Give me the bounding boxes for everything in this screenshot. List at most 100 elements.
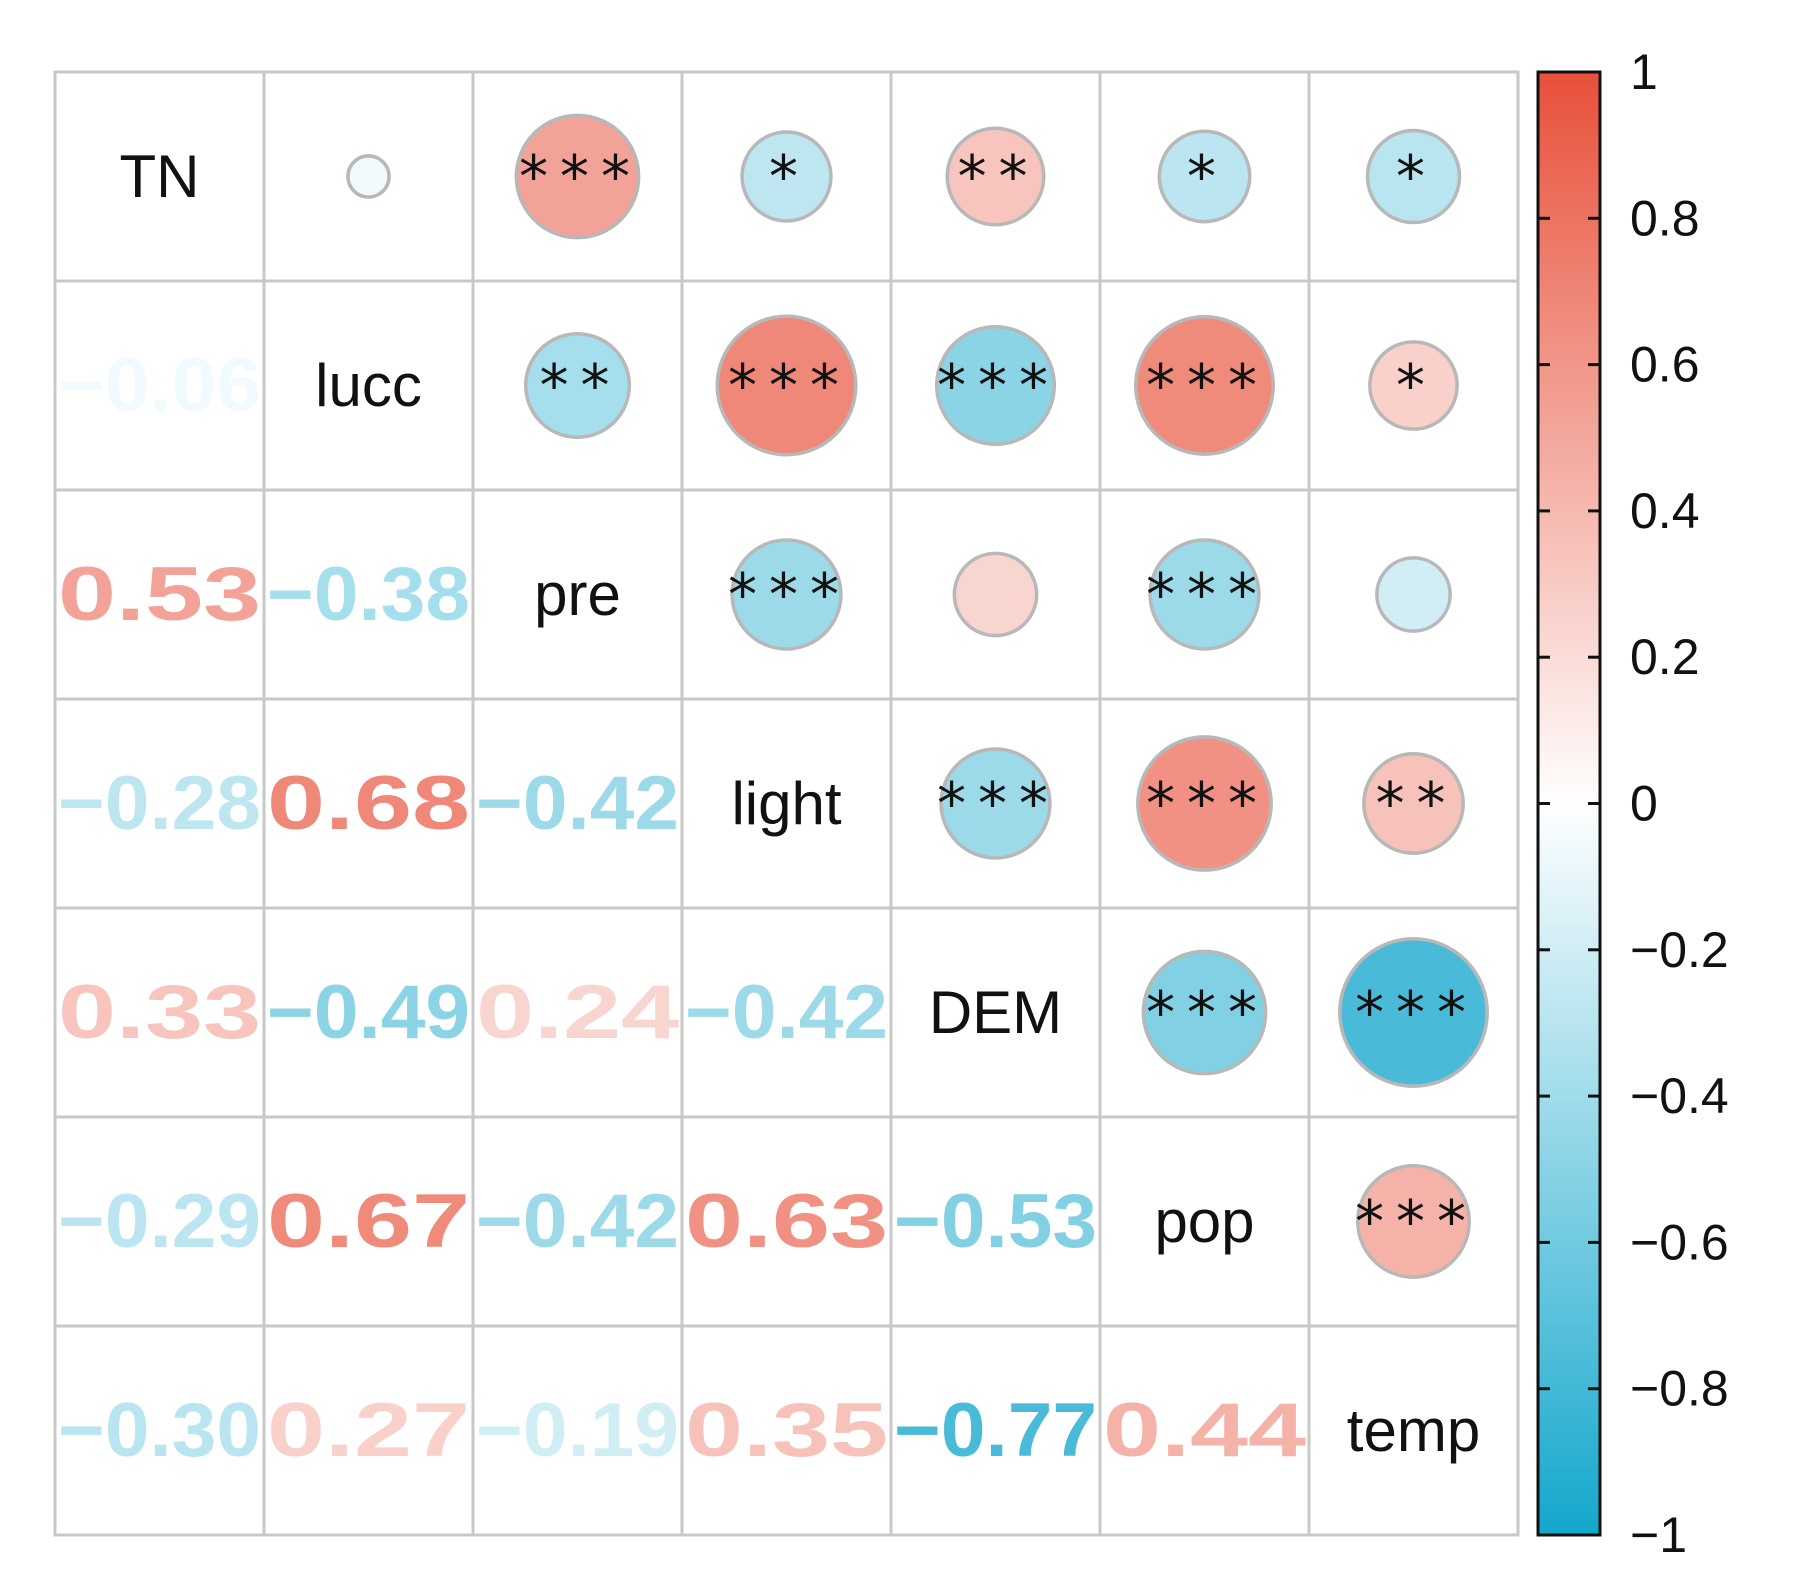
corr-value-temp-TN: −0.30 — [58, 1388, 261, 1473]
corr-circle-pre-light — [730, 538, 843, 651]
corr-circle-lucc-pop — [1133, 314, 1276, 457]
variable-label-DEM: DEM — [929, 979, 1062, 1046]
corr-circle-TN-light — [740, 130, 833, 223]
matrix-cell-temp-pre — [471, 1324, 684, 1537]
variable-label-lucc: lucc — [315, 352, 422, 419]
corr-value-pre-TN: 0.53 — [58, 552, 261, 637]
corr-value-light-TN: −0.28 — [58, 761, 261, 846]
corr-circle-DEM-pop — [1141, 949, 1268, 1076]
corr-circle-light-temp — [1362, 752, 1465, 855]
corr-circle-light-DEM — [939, 747, 1052, 860]
colorbar-tick-label: −1 — [1630, 1507, 1687, 1563]
significance-light-temp: ** — [1373, 770, 1455, 838]
corr-value-light-pre: −0.42 — [476, 761, 679, 846]
significance-DEM-pop: *** — [1143, 979, 1266, 1047]
corr-value-DEM-light: −0.42 — [685, 970, 888, 1055]
matrix-cell-pop-TN — [53, 1115, 266, 1328]
significance-lucc-pre: ** — [537, 352, 619, 420]
significance-lucc-pop: *** — [1143, 352, 1266, 420]
colorbar: 1 0.8 0.6 0.4 0.2 0 −0.2 −0.4 −0.6 −0.8 −1 — [1536, 44, 1729, 1563]
significance-light-pop: *** — [1143, 770, 1266, 838]
matrix-cell-light-TN — [53, 697, 266, 910]
corr-value-pop-light: 0.63 — [685, 1179, 888, 1264]
matrix-cell-temp-TN — [53, 1324, 266, 1537]
matrix-cell-light-light — [680, 697, 893, 910]
significance-TN-light: * — [766, 143, 807, 211]
corr-circle-lucc-temp — [1368, 340, 1459, 431]
corr-value-pop-lucc: 0.67 — [267, 1179, 470, 1264]
corr-value-DEM-lucc: −0.49 — [267, 970, 470, 1055]
matrix-cell-pop-DEM — [889, 1115, 1102, 1328]
corr-circle-lucc-DEM — [934, 324, 1057, 447]
matrix-cell-temp-DEM — [889, 1324, 1102, 1537]
corr-circle-light-pop — [1136, 735, 1273, 872]
corr-circle-lucc-light — [715, 314, 858, 457]
correlation-matrix: TN *** * ** * *−0.06 lucc ** *** *** *** *0.53 −0.38… — [53, 70, 1520, 1537]
colorbar-tick-label: −0.8 — [1630, 1361, 1729, 1417]
corr-circle-pre-temp — [1375, 556, 1452, 633]
corr-circle-lucc-pre — [523, 331, 632, 440]
matrix-cell-pop-pre — [471, 1115, 684, 1328]
significance-light-DEM: *** — [934, 770, 1057, 838]
matrix-cell-lucc-TN — [53, 279, 266, 492]
corr-value-pop-DEM: −0.53 — [894, 1179, 1097, 1264]
colorbar-tick-label: 0.6 — [1630, 337, 1700, 393]
corr-value-pre-lucc: −0.38 — [267, 552, 470, 637]
corr-value-temp-DEM: −0.77 — [894, 1388, 1097, 1473]
corr-circle-TN-temp — [1365, 128, 1462, 225]
significance-TN-temp: * — [1393, 143, 1434, 211]
significance-pre-pop: *** — [1143, 561, 1266, 629]
corr-value-pop-pre: −0.42 — [476, 1179, 679, 1264]
colorbar-tick-label: −0.6 — [1630, 1214, 1729, 1270]
corr-value-temp-lucc: 0.27 — [267, 1388, 470, 1473]
corr-value-temp-pop: 0.44 — [1103, 1388, 1306, 1473]
matrix-cell-pop-lucc — [262, 1115, 475, 1328]
significance-lucc-light: *** — [725, 352, 848, 420]
corr-circle-TN-lucc — [346, 154, 391, 199]
colorbar-tick-label: −0.2 — [1630, 922, 1729, 978]
matrix-cell-lucc-temp — [1307, 279, 1520, 492]
matrix-cell-DEM-TN — [53, 906, 266, 1119]
corr-circle-pre-DEM — [952, 551, 1039, 638]
matrix-cell-TN-TN — [53, 70, 266, 283]
corr-value-DEM-pre: 0.24 — [476, 970, 679, 1055]
variable-label-temp: temp — [1347, 1397, 1480, 1464]
significance-lucc-temp: * — [1393, 352, 1434, 420]
matrix-cell-pre-pre — [471, 488, 684, 701]
corr-value-lucc-TN: −0.06 — [58, 343, 261, 428]
matrix-cell-temp-temp — [1307, 1324, 1520, 1537]
corr-value-pop-TN: −0.29 — [58, 1179, 261, 1264]
significance-TN-DEM: ** — [955, 143, 1037, 211]
matrix-cell-temp-light — [680, 1324, 893, 1537]
colorbar-tick-label: 0.8 — [1630, 190, 1700, 246]
variable-label-light: light — [731, 770, 841, 837]
corr-circle-TN-DEM — [945, 126, 1046, 227]
corr-value-temp-pre: −0.19 — [476, 1388, 679, 1473]
variable-label-pre: pre — [534, 561, 621, 628]
corr-value-temp-light: 0.35 — [685, 1388, 888, 1473]
corr-value-light-lucc: 0.68 — [267, 761, 470, 846]
corr-value-DEM-TN: 0.33 — [58, 970, 261, 1055]
matrix-cell-DEM-pre — [471, 906, 684, 1119]
corr-circle-pre-pop — [1148, 538, 1261, 651]
colorbar-tick-label: 0.2 — [1630, 629, 1700, 685]
colorbar-tick-label: −0.4 — [1630, 1068, 1729, 1124]
colorbar-tick-label: 0 — [1630, 776, 1658, 832]
corr-circle-DEM-temp — [1338, 937, 1489, 1088]
significance-TN-pre: *** — [516, 143, 639, 211]
matrix-cell-pre-lucc — [262, 488, 475, 701]
significance-pop-temp: *** — [1352, 1188, 1475, 1256]
corr-circle-pop-temp — [1356, 1164, 1471, 1279]
colorbar-tick-label: 1 — [1630, 44, 1658, 100]
colorbar-tick-label: 0.4 — [1630, 483, 1700, 539]
matrix-cell-light-lucc — [262, 697, 475, 910]
matrix-cell-temp-pop — [1098, 1324, 1311, 1537]
significance-pre-light: *** — [725, 561, 848, 629]
significance-TN-pop: * — [1184, 143, 1225, 211]
significance-DEM-temp: *** — [1352, 979, 1475, 1047]
significance-lucc-DEM: *** — [934, 352, 1057, 420]
variable-label-pop: pop — [1154, 1188, 1254, 1255]
corr-circle-TN-pre — [514, 113, 641, 240]
corr-circle-TN-pop — [1157, 129, 1252, 224]
